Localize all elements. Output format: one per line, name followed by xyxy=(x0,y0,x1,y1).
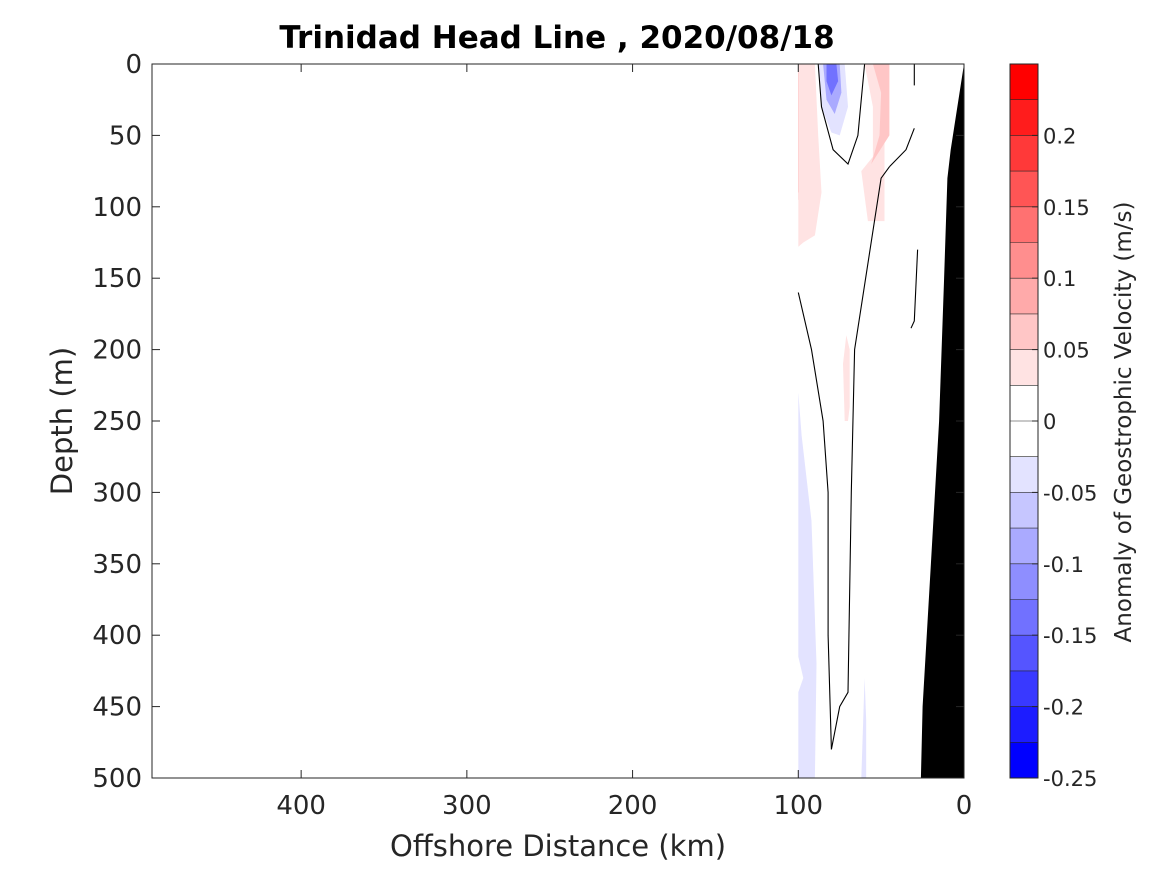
colorbar-segment xyxy=(1010,421,1038,458)
y-tick-label: 50 xyxy=(109,121,142,151)
colorbar-segment xyxy=(1010,99,1038,136)
y-tick-label: 100 xyxy=(92,193,142,223)
colorbar-tick-label: 0.15 xyxy=(1043,196,1090,220)
y-tick-label: 250 xyxy=(92,407,142,437)
y-tick-label: 500 xyxy=(92,764,142,794)
x-axis-label: Offshore Distance (km) xyxy=(390,829,726,863)
zero-contour-2 xyxy=(830,166,890,750)
contour-region-second-positive-core-inner xyxy=(871,64,890,164)
contour-region-negative-core-inner xyxy=(826,64,839,96)
y-tick-label: 0 xyxy=(125,50,142,80)
colorbar-segment xyxy=(1010,206,1038,243)
colorbar-segment xyxy=(1010,492,1038,529)
chart-title: Trinidad Head Line , 2020/08/18 xyxy=(279,20,834,56)
zero-contour-3 xyxy=(889,128,915,168)
contour-region-nearshore-positive-jet-outer xyxy=(798,64,822,247)
x-tick-label: 400 xyxy=(276,791,326,821)
colorbar-tick-label: -0.05 xyxy=(1043,481,1097,505)
colorbar-segment xyxy=(1010,635,1038,672)
colorbar-segment xyxy=(1010,670,1038,708)
filled-contour-regions xyxy=(798,64,890,778)
contour-region-mid-depth-positive-patch xyxy=(843,335,850,421)
bathymetry-mask xyxy=(920,64,964,778)
colorbar-tick-label: -0.2 xyxy=(1043,696,1084,720)
y-axis: 0 50 100 150 200 250 300 350 400 450 500 xyxy=(92,50,964,794)
colorbar: 0.2 0.15 0.1 0.05 0 -0.05 -0.1 -0.15 -0.2 -0.25 xyxy=(1009,63,1097,791)
colorbar-tick-label: -0.1 xyxy=(1043,553,1084,577)
colorbar-tick-label: 0.1 xyxy=(1043,267,1076,291)
contour-region-second-positive-core xyxy=(861,64,885,222)
colorbar-segment xyxy=(1010,742,1038,779)
colorbar-segment xyxy=(1010,528,1038,565)
colorbar-tick-label: 0.05 xyxy=(1043,339,1090,363)
contour-region-deep-negative-patch xyxy=(861,678,867,778)
zero-contour-1 xyxy=(797,292,832,750)
colorbar-segment xyxy=(1010,135,1038,172)
y-axis-label: Depth (m) xyxy=(45,347,79,495)
zero-contour-0 xyxy=(817,63,866,165)
y-tick-label: 350 xyxy=(92,550,142,580)
colorbar-segment xyxy=(1010,349,1038,386)
plot-area xyxy=(151,63,965,779)
zero-contour-lines xyxy=(797,63,919,750)
zero-contour-5 xyxy=(910,249,919,329)
colorbar-segment xyxy=(1010,64,1038,101)
colorbar-segment xyxy=(1010,171,1038,208)
colorbar-segment xyxy=(1010,599,1038,636)
colorbar-tick-label: -0.25 xyxy=(1043,767,1097,791)
colorbar-segment xyxy=(1010,563,1038,600)
colorbar-tick-label: 0.2 xyxy=(1043,124,1076,148)
y-tick-label: 150 xyxy=(92,264,142,294)
plot-background xyxy=(152,64,964,778)
colorbar-segment xyxy=(1010,456,1038,493)
contour-region-deep-negative-band xyxy=(798,392,817,778)
x-tick-label: 300 xyxy=(442,791,492,821)
colorbar-segment xyxy=(1010,706,1038,743)
colorbar-segment xyxy=(1010,278,1038,315)
bathymetry-layer xyxy=(920,64,964,778)
colorbar-tick-label: 0 xyxy=(1043,410,1056,434)
colorbar-tick-label: -0.15 xyxy=(1043,624,1097,648)
y-tick-label: 300 xyxy=(92,478,142,508)
colorbar-segment xyxy=(1010,242,1038,279)
y-tick-label: 400 xyxy=(92,621,142,651)
x-tick-label: 200 xyxy=(608,791,658,821)
colorbar-segment xyxy=(1010,385,1038,422)
x-tick-label: 100 xyxy=(773,791,823,821)
y-tick-label: 450 xyxy=(92,693,142,723)
x-axis: 400 300 200 100 0 xyxy=(276,64,972,821)
y-tick-label: 200 xyxy=(92,336,142,366)
colorbar-segment xyxy=(1010,313,1038,351)
colorbar-label: Anomaly of Geostrophic Velocity (m/s) xyxy=(1111,202,1137,643)
x-tick-label: 0 xyxy=(956,791,973,821)
